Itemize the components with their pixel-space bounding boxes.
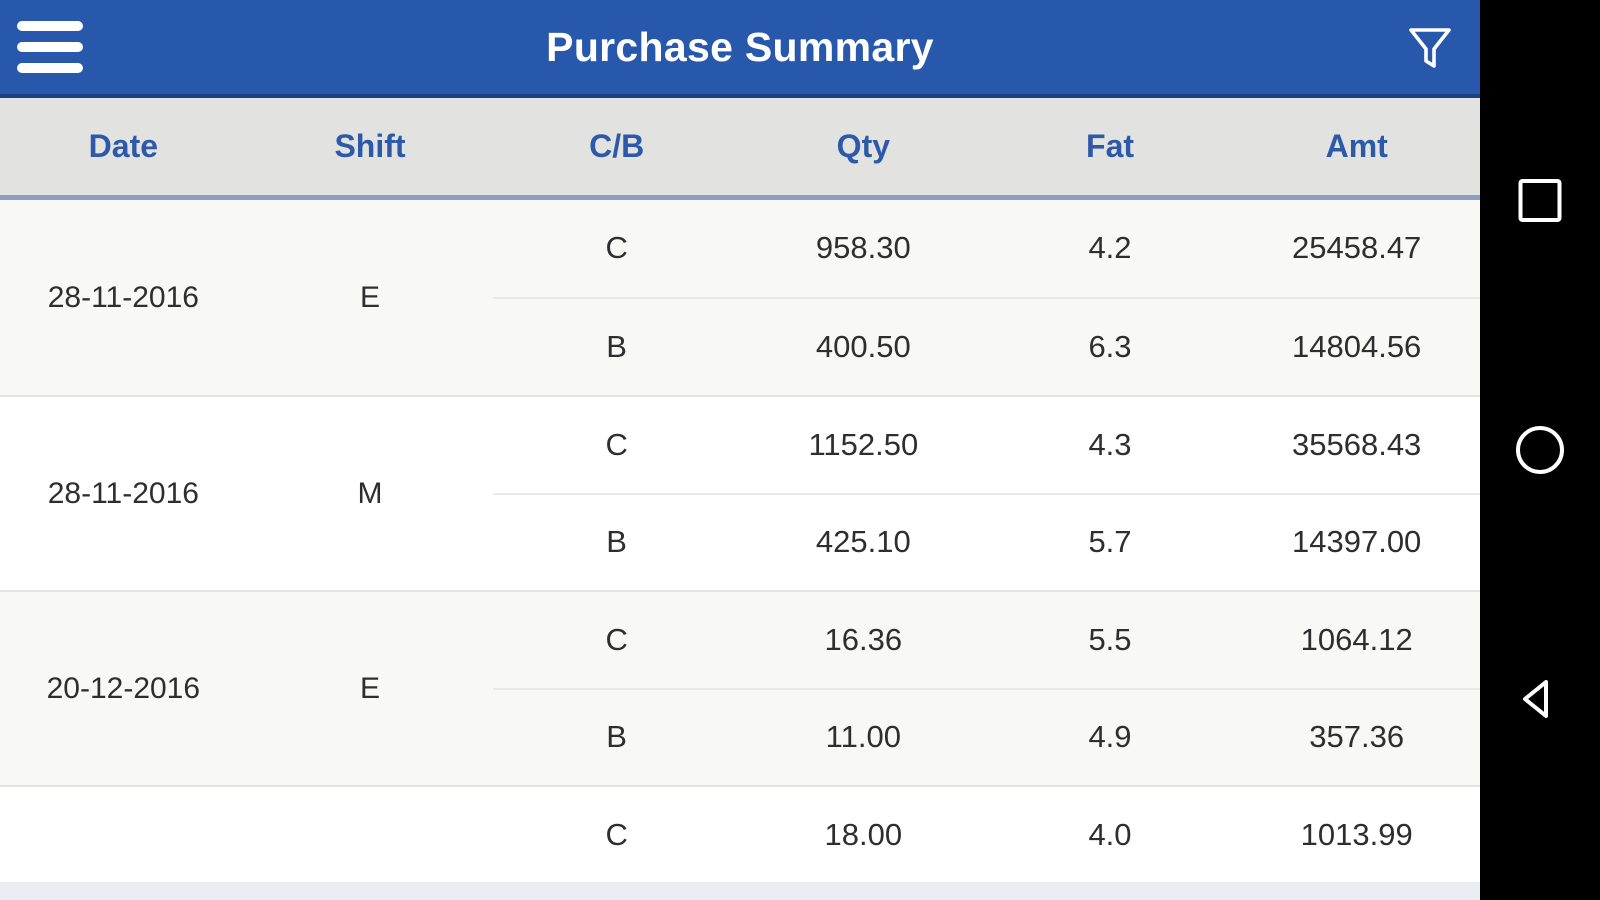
table-row[interactable]: B 425.10 5.7 14397.00 bbox=[493, 492, 1480, 591]
purchase-group: 20-12-2016 E C 16.36 5.5 1064.12 B 11.00… bbox=[0, 590, 1480, 785]
purchase-group: C 18.00 4.0 1013.99 bbox=[0, 785, 1480, 882]
back-button-triangle-icon[interactable] bbox=[1513, 672, 1567, 726]
column-header-cb: C/B bbox=[589, 128, 645, 164]
app-bar: Purchase Summary bbox=[0, 0, 1480, 98]
shift-cell: M bbox=[357, 476, 383, 510]
fat-cell: 4.9 bbox=[1088, 719, 1132, 755]
date-cell bbox=[0, 787, 247, 882]
column-header-date: Date bbox=[88, 128, 159, 164]
purchase-group: 28-11-2016 E C 958.30 4.2 25458.47 B 400… bbox=[0, 200, 1480, 395]
android-nav-bar bbox=[1480, 0, 1600, 900]
fat-cell: 5.5 bbox=[1088, 621, 1132, 657]
date-cell: 28-11-2016 bbox=[47, 280, 199, 314]
fat-cell: 4.3 bbox=[1088, 426, 1132, 462]
cb-cell: B bbox=[606, 328, 627, 364]
purchase-table-body: 28-11-2016 E C 958.30 4.2 25458.47 B 400… bbox=[0, 200, 1480, 882]
cb-cell: C bbox=[605, 426, 628, 462]
column-header-fat: Fat bbox=[1086, 128, 1135, 164]
shift-cell: E bbox=[359, 671, 380, 705]
table-row[interactable]: B 400.50 6.3 14804.56 bbox=[493, 296, 1480, 396]
qty-cell: 18.00 bbox=[824, 816, 903, 852]
amt-cell: 357.36 bbox=[1309, 719, 1405, 755]
cb-cell: C bbox=[605, 621, 628, 657]
qty-cell: 11.00 bbox=[825, 719, 901, 755]
table-header-row: Date Shift C/B Qty Fat Amt bbox=[0, 98, 1480, 200]
fat-cell: 5.7 bbox=[1088, 524, 1132, 560]
column-header-qty: Qty bbox=[836, 128, 891, 164]
filter-icon[interactable] bbox=[1406, 23, 1454, 71]
date-cell: 28-11-2016 bbox=[47, 476, 199, 510]
column-header-amt: Amt bbox=[1325, 128, 1388, 164]
recents-button-square-icon[interactable] bbox=[1518, 179, 1562, 222]
date-cell: 20-12-2016 bbox=[46, 671, 201, 705]
qty-cell: 400.50 bbox=[815, 328, 911, 364]
fat-cell: 4.0 bbox=[1088, 816, 1132, 852]
qty-cell: 958.30 bbox=[815, 230, 911, 266]
bottom-strip bbox=[0, 882, 1480, 900]
table-row[interactable]: B 11.00 4.9 357.36 bbox=[493, 687, 1480, 786]
home-button-circle-icon[interactable] bbox=[1516, 426, 1564, 474]
qty-cell: 16.36 bbox=[824, 621, 903, 657]
hamburger-menu-icon[interactable] bbox=[15, 19, 85, 75]
shift-cell: E bbox=[359, 280, 380, 314]
column-header-shift: Shift bbox=[334, 128, 406, 164]
amt-cell: 14397.00 bbox=[1292, 524, 1422, 560]
table-row[interactable]: C 1152.50 4.3 35568.43 bbox=[493, 397, 1480, 493]
table-row[interactable]: C 958.30 4.2 25458.47 bbox=[493, 200, 1480, 297]
shift-cell bbox=[247, 787, 494, 882]
purchase-group: 28-11-2016 M C 1152.50 4.3 35568.43 B 42… bbox=[0, 395, 1480, 590]
qty-cell: 425.10 bbox=[815, 524, 911, 560]
cb-cell: B bbox=[606, 524, 627, 560]
cb-cell: C bbox=[605, 816, 628, 852]
fat-cell: 4.2 bbox=[1088, 230, 1132, 266]
qty-cell: 1152.50 bbox=[808, 426, 919, 462]
purchase-summary-app: Purchase Summary Date Shift C/B Qty Fat … bbox=[0, 0, 1480, 900]
fat-cell: 6.3 bbox=[1088, 328, 1132, 364]
amt-cell: 14804.56 bbox=[1292, 328, 1422, 364]
page-title: Purchase Summary bbox=[546, 23, 934, 70]
amt-cell: 35568.43 bbox=[1292, 426, 1422, 462]
cb-cell: B bbox=[606, 719, 627, 755]
amt-cell: 1064.12 bbox=[1300, 621, 1413, 657]
table-row[interactable]: C 16.36 5.5 1064.12 bbox=[493, 592, 1480, 688]
cb-cell: C bbox=[605, 230, 628, 266]
table-row[interactable]: C 18.00 4.0 1013.99 bbox=[493, 787, 1480, 882]
amt-cell: 25458.47 bbox=[1292, 230, 1422, 266]
amt-cell: 1013.99 bbox=[1300, 816, 1413, 852]
